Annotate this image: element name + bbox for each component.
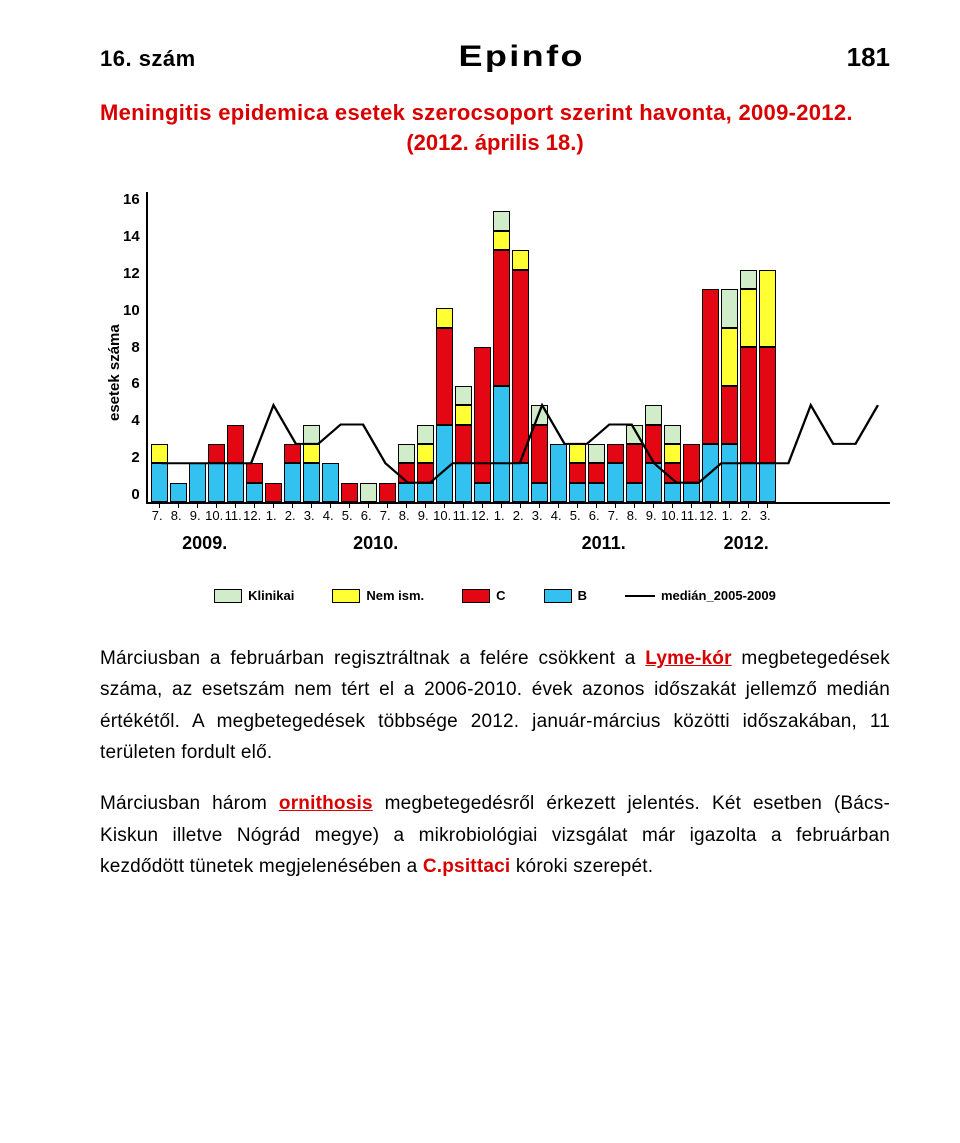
body-text: Márciusban a februárban regisztráltnak a… [100,643,890,882]
bar [531,405,548,502]
bar [455,386,472,502]
bar [664,425,681,503]
header-page-number: 181 [847,42,890,73]
x-axis-labels: 7.8.9.10.11.12.1.2.3.4.5.6.7.8.9.10.11.1… [146,508,890,523]
bar [246,463,263,502]
bar [170,483,187,502]
bar [550,444,567,502]
bar [645,405,662,502]
bar [189,463,206,502]
header-left: 16. szám [100,46,196,72]
bar [512,250,529,502]
bar [759,270,776,503]
bar [569,444,586,502]
bar [417,425,434,503]
legend-median: medián_2005-2009 [625,588,776,603]
bar [151,444,168,502]
bar [322,463,339,502]
legend-nem-ism: Nem ism. [332,588,424,603]
chart-title: Meningitis epidemica esetek szerocsoport… [100,100,890,126]
page-header: 16. szám Epinfo 181 [100,40,890,74]
highlight-cpsittaci: C.psittaci [423,856,511,877]
bar [588,444,605,502]
bar [683,444,700,502]
highlight-lyme: Lyme-kór [645,648,731,669]
y-axis-label: esetek száma [100,192,123,554]
x-axis-years: 2009.2010.2011.2012. [146,533,890,554]
bar [493,211,510,502]
header-center-logo: Epinfo [458,40,584,74]
legend-klinikai: Klinikai [214,588,294,603]
bar [474,347,491,502]
bar [721,289,738,502]
legend-c: C [462,588,505,603]
plot-area [146,192,890,504]
bar [303,425,320,503]
bar [208,444,225,502]
bar [702,289,719,502]
paragraph-2: Márciusban három ornithosis megbetegedés… [100,788,890,882]
legend-b: B [544,588,587,603]
highlight-ornithosis: ornithosis [279,793,373,814]
bar [360,483,377,502]
bar [607,444,624,502]
paragraph-1: Márciusban a februárban regisztráltnak a… [100,643,890,768]
bar [227,425,244,503]
legend: Klinikai Nem ism. C B medián_2005-2009 [100,588,890,603]
y-axis-ticks: 1614121086420 [123,192,146,502]
bar [740,270,757,503]
bar [341,483,358,502]
bar [626,425,643,503]
bar [379,483,396,502]
chart: esetek száma 1614121086420 7.8.9.10.11.1… [100,192,890,603]
bar [436,308,453,502]
bar [265,483,282,502]
bar [398,444,415,502]
chart-subtitle: (2012. április 18.) [100,130,890,156]
bar [284,444,301,502]
